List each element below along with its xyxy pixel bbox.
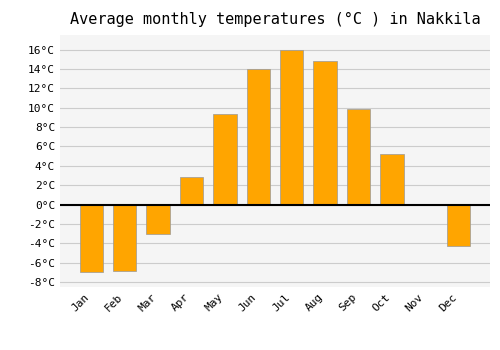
Bar: [280, 50, 303, 205]
Bar: [380, 154, 404, 205]
Bar: [213, 113, 236, 205]
Bar: [146, 205, 170, 234]
Bar: [113, 205, 136, 271]
Bar: [246, 69, 270, 205]
Bar: [80, 205, 103, 272]
Bar: [180, 177, 203, 205]
Bar: [347, 108, 370, 205]
Bar: [314, 61, 337, 205]
Title: Average monthly temperatures (°C ) in Nakkila: Average monthly temperatures (°C ) in Na…: [70, 12, 480, 27]
Bar: [447, 205, 470, 246]
